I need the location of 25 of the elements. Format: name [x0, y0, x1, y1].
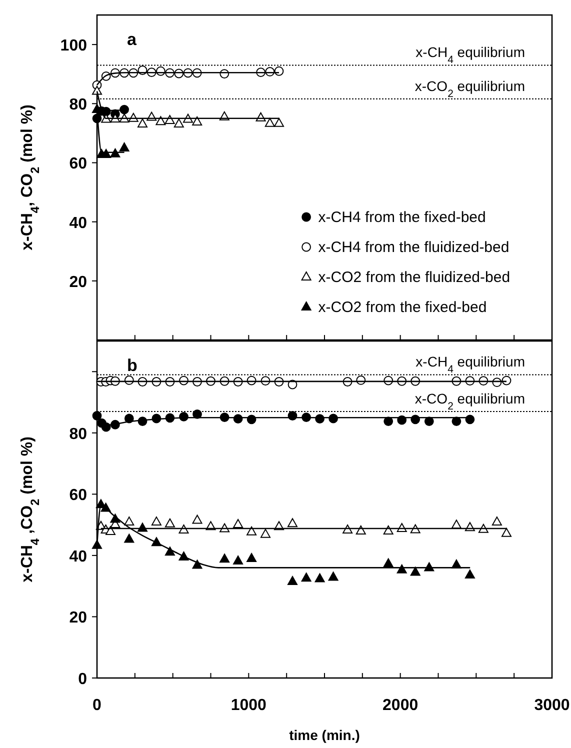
y-tick-label: 0 — [78, 671, 88, 688]
x-tick-label: 3000 — [534, 697, 570, 714]
y-tick-label: 60 — [69, 487, 88, 504]
y-tick-label: 80 — [69, 426, 88, 443]
x-axis-title: time (min.) — [289, 727, 360, 743]
ref-line-label: x-CO$_{2}$ equilibrium — [414, 390, 525, 412]
x-tick-label: 2000 — [382, 697, 418, 714]
y-tick-label: 20 — [69, 274, 88, 291]
ref-line-label: x-CO$_{2}$ equilibrium — [414, 78, 525, 100]
legend-label: x-CO2 from the fixed-bed — [318, 299, 487, 316]
annotation: b — [127, 356, 138, 375]
y-tick-label: 80 — [69, 96, 88, 114]
y-tick-label: 40 — [69, 214, 88, 232]
y-tick-label: 20 — [69, 610, 88, 627]
ref-line-label: x-CH$_{4}$ equilibrium — [416, 44, 525, 66]
legend-label: x-CH4 from the fixed-bed — [318, 209, 486, 226]
annotation: a — [127, 30, 137, 49]
legend-label: x-CH4 from the fluidized-bed — [318, 239, 510, 256]
y-tick-label: 60 — [69, 156, 88, 173]
x-tick-label: 1000 — [230, 697, 267, 714]
ref-line-label: x-CH$_{4}$ equilibrium — [416, 354, 525, 376]
x-tick-label: 0 — [92, 697, 102, 714]
y-tick-label: 40 — [69, 548, 88, 566]
y-tick-label: 100 — [60, 38, 88, 55]
legend-label: x-CO2 from the fluidized-bed — [318, 269, 510, 286]
